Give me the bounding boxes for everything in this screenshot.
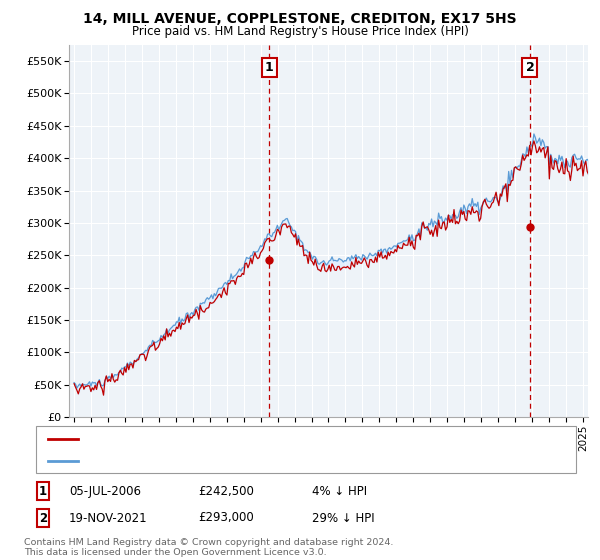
Text: 19-NOV-2021: 19-NOV-2021 <box>69 511 148 525</box>
Text: 1: 1 <box>39 484 47 498</box>
Text: 05-JUL-2006: 05-JUL-2006 <box>69 484 141 498</box>
Text: HPI: Average price, detached house, Mid Devon: HPI: Average price, detached house, Mid … <box>84 456 332 466</box>
Text: 2: 2 <box>39 511 47 525</box>
Text: Price paid vs. HM Land Registry's House Price Index (HPI): Price paid vs. HM Land Registry's House … <box>131 25 469 38</box>
Text: 14, MILL AVENUE, COPPLESTONE, CREDITON, EX17 5HS: 14, MILL AVENUE, COPPLESTONE, CREDITON, … <box>83 12 517 26</box>
Text: Contains HM Land Registry data © Crown copyright and database right 2024.
This d: Contains HM Land Registry data © Crown c… <box>24 538 394 557</box>
Text: £242,500: £242,500 <box>198 484 254 498</box>
Text: 14, MILL AVENUE, COPPLESTONE, CREDITON, EX17 5HS (detached house): 14, MILL AVENUE, COPPLESTONE, CREDITON, … <box>84 434 468 444</box>
Text: 29% ↓ HPI: 29% ↓ HPI <box>312 511 374 525</box>
Text: 4% ↓ HPI: 4% ↓ HPI <box>312 484 367 498</box>
Text: 2: 2 <box>526 61 535 74</box>
Text: 1: 1 <box>265 61 274 74</box>
Text: £293,000: £293,000 <box>198 511 254 525</box>
